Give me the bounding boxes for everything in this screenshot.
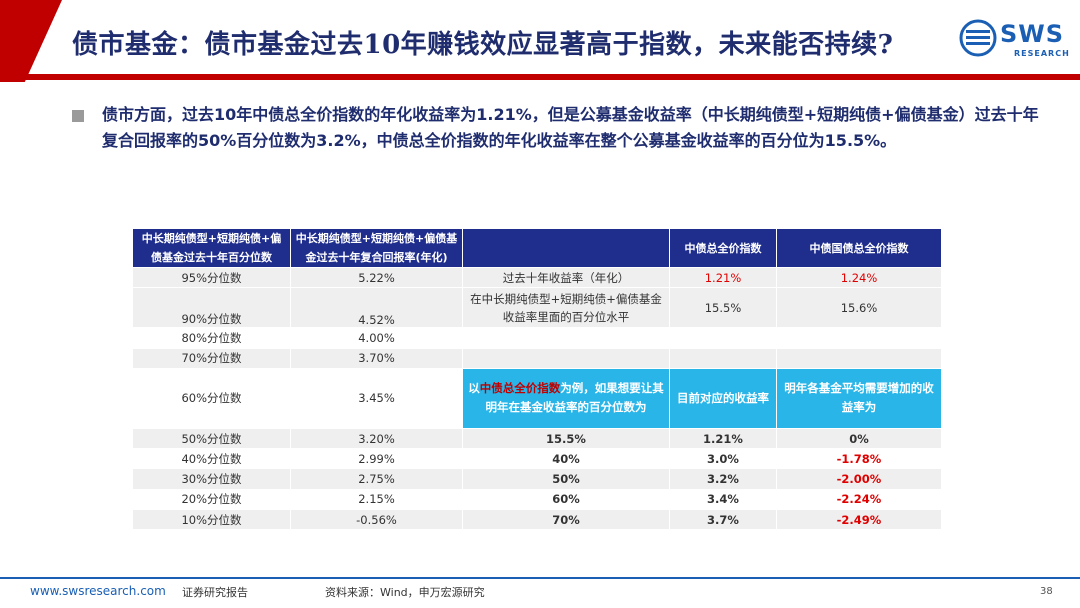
required-increase-cell: -2.49% (776, 509, 942, 531)
table-row: 40%分位数 2.99% 40% 3.0% -1.78% (132, 448, 942, 470)
empty-cell (669, 327, 777, 349)
ret-cell: 2.75% (290, 468, 463, 490)
index-value-cell: 15.6% (776, 287, 942, 329)
pct-cell: 50%分位数 (132, 427, 291, 450)
table-row: 10%分位数 -0.56% 70% 3.7% -2.49% (132, 509, 942, 531)
ret-cell: 2.15% (290, 488, 463, 511)
current-return-cell: 3.0% (669, 448, 777, 470)
required-increase-cell: -2.24% (776, 488, 942, 511)
target-pct-cell: 15.5% (462, 427, 670, 450)
current-return-cell: 3.7% (669, 509, 777, 531)
header-bar (0, 0, 1080, 82)
subheader-cell: 目前对应的收益率 (669, 367, 777, 429)
footer-report-label: 证券研究报告 (182, 586, 248, 599)
table-row: 30%分位数 2.75% 50% 3.2% -2.00% (132, 468, 942, 490)
empty-cell (776, 347, 942, 369)
header-cell: 中长期纯债型+短期纯债+偏债基金过去十年百分位数 (132, 228, 291, 268)
required-increase-cell: 0% (776, 427, 942, 450)
empty-cell (462, 327, 670, 349)
table-row: 90%分位数 4.52% 在中长期纯债型+短期纯债+偏债基金收益率里面的百分位水… (132, 287, 942, 329)
ret-cell: 4.52% (290, 287, 463, 329)
pct-cell: 60%分位数 (132, 367, 291, 429)
ret-cell: 3.45% (290, 367, 463, 429)
pct-cell: 80%分位数 (132, 327, 291, 349)
pct-cell: 10%分位数 (132, 509, 291, 531)
subheader-text-post: 为例，如果想要让其明年在基金收益率的百分位数为 (485, 381, 664, 415)
target-pct-cell: 70% (462, 509, 670, 531)
footer-source: 资料来源：Wind，申万宏源研究 (325, 586, 485, 599)
empty-cell (462, 347, 670, 369)
subheader-highlight: 中债总全价指数 (479, 381, 561, 396)
bullet-square-icon (72, 110, 84, 122)
required-increase-cell: -2.00% (776, 468, 942, 490)
header-cell: 中长期纯债型+短期纯债+偏债基金过去十年复合回报率(年化) (290, 228, 463, 268)
logo-text: SWS (1000, 20, 1065, 48)
index-value-cell: 1.21% (669, 266, 777, 289)
pct-cell: 40%分位数 (132, 448, 291, 470)
pct-cell: 20%分位数 (132, 488, 291, 511)
ret-cell: 3.70% (290, 347, 463, 369)
percentile-table: 中长期纯债型+短期纯债+偏债基金过去十年百分位数 中长期纯债型+短期纯债+偏债基… (132, 228, 942, 531)
ret-cell: 3.20% (290, 427, 463, 450)
logo: SWS RESEARCH (956, 16, 1069, 62)
pct-cell: 70%分位数 (132, 347, 291, 369)
index-value-cell: 15.5% (669, 287, 777, 329)
header-cell (462, 228, 670, 268)
empty-cell (776, 327, 942, 349)
target-pct-cell: 40% (462, 448, 670, 470)
index-value-cell: 1.24% (776, 266, 942, 289)
current-return-cell: 3.2% (669, 468, 777, 490)
label-cell: 在中长期纯债型+短期纯债+偏债基金收益率里面的百分位水平 (462, 287, 670, 329)
pct-cell: 95%分位数 (132, 266, 291, 289)
label-cell: 过去十年收益率（年化） (462, 266, 670, 289)
header-cell: 中债国债总全价指数 (776, 228, 942, 268)
table-row: 80%分位数 4.00% (132, 327, 942, 349)
subheader-text-pre: 以 (468, 381, 480, 396)
current-return-cell: 3.4% (669, 488, 777, 511)
table-row: 60%分位数 3.45% 以中债总全价指数为例，如果想要让其明年在基金收益率的百… (132, 367, 942, 429)
table-row: 50%分位数 3.20% 15.5% 1.21% 0% (132, 427, 942, 450)
subheader-cell: 以中债总全价指数为例，如果想要让其明年在基金收益率的百分位数为 (462, 367, 670, 429)
pct-cell: 30%分位数 (132, 468, 291, 490)
footer-url-link[interactable]: www.swsresearch.com (30, 584, 166, 598)
target-pct-cell: 50% (462, 468, 670, 490)
pct-cell: 90%分位数 (132, 287, 291, 329)
ret-cell: 4.00% (290, 327, 463, 349)
logo-mark-icon (959, 19, 997, 57)
header-divider (0, 74, 1080, 80)
ret-cell: 2.99% (290, 448, 463, 470)
ret-cell: 5.22% (290, 266, 463, 289)
target-pct-cell: 60% (462, 488, 670, 511)
page-title: 债市基金：债市基金过去10年赚钱效应显著高于指数，未来能否持续? (72, 30, 894, 60)
current-return-cell: 1.21% (669, 427, 777, 450)
required-increase-cell: -1.78% (776, 448, 942, 470)
footer-divider (0, 577, 1080, 579)
table-row: 95%分位数 5.22% 过去十年收益率（年化） 1.21% 1.24% (132, 266, 942, 289)
ret-cell: -0.56% (290, 509, 463, 531)
empty-cell (669, 347, 777, 369)
table-row: 20%分位数 2.15% 60% 3.4% -2.24% (132, 488, 942, 511)
subheader-cell: 明年各基金平均需要增加的收益率为 (776, 367, 942, 429)
bullet-paragraph: 债市方面，过去10年中债总全价指数的年化收益率为1.21%，但是公募基金收益率（… (102, 105, 1039, 150)
header-cell: 中债总全价指数 (669, 228, 777, 268)
page-number: 38 (1040, 586, 1053, 597)
logo-subtext: RESEARCH (1014, 49, 1070, 58)
table-header-row: 中长期纯债型+短期纯债+偏债基金过去十年百分位数 中长期纯债型+短期纯债+偏债基… (132, 228, 942, 268)
table-row: 70%分位数 3.70% (132, 347, 942, 369)
